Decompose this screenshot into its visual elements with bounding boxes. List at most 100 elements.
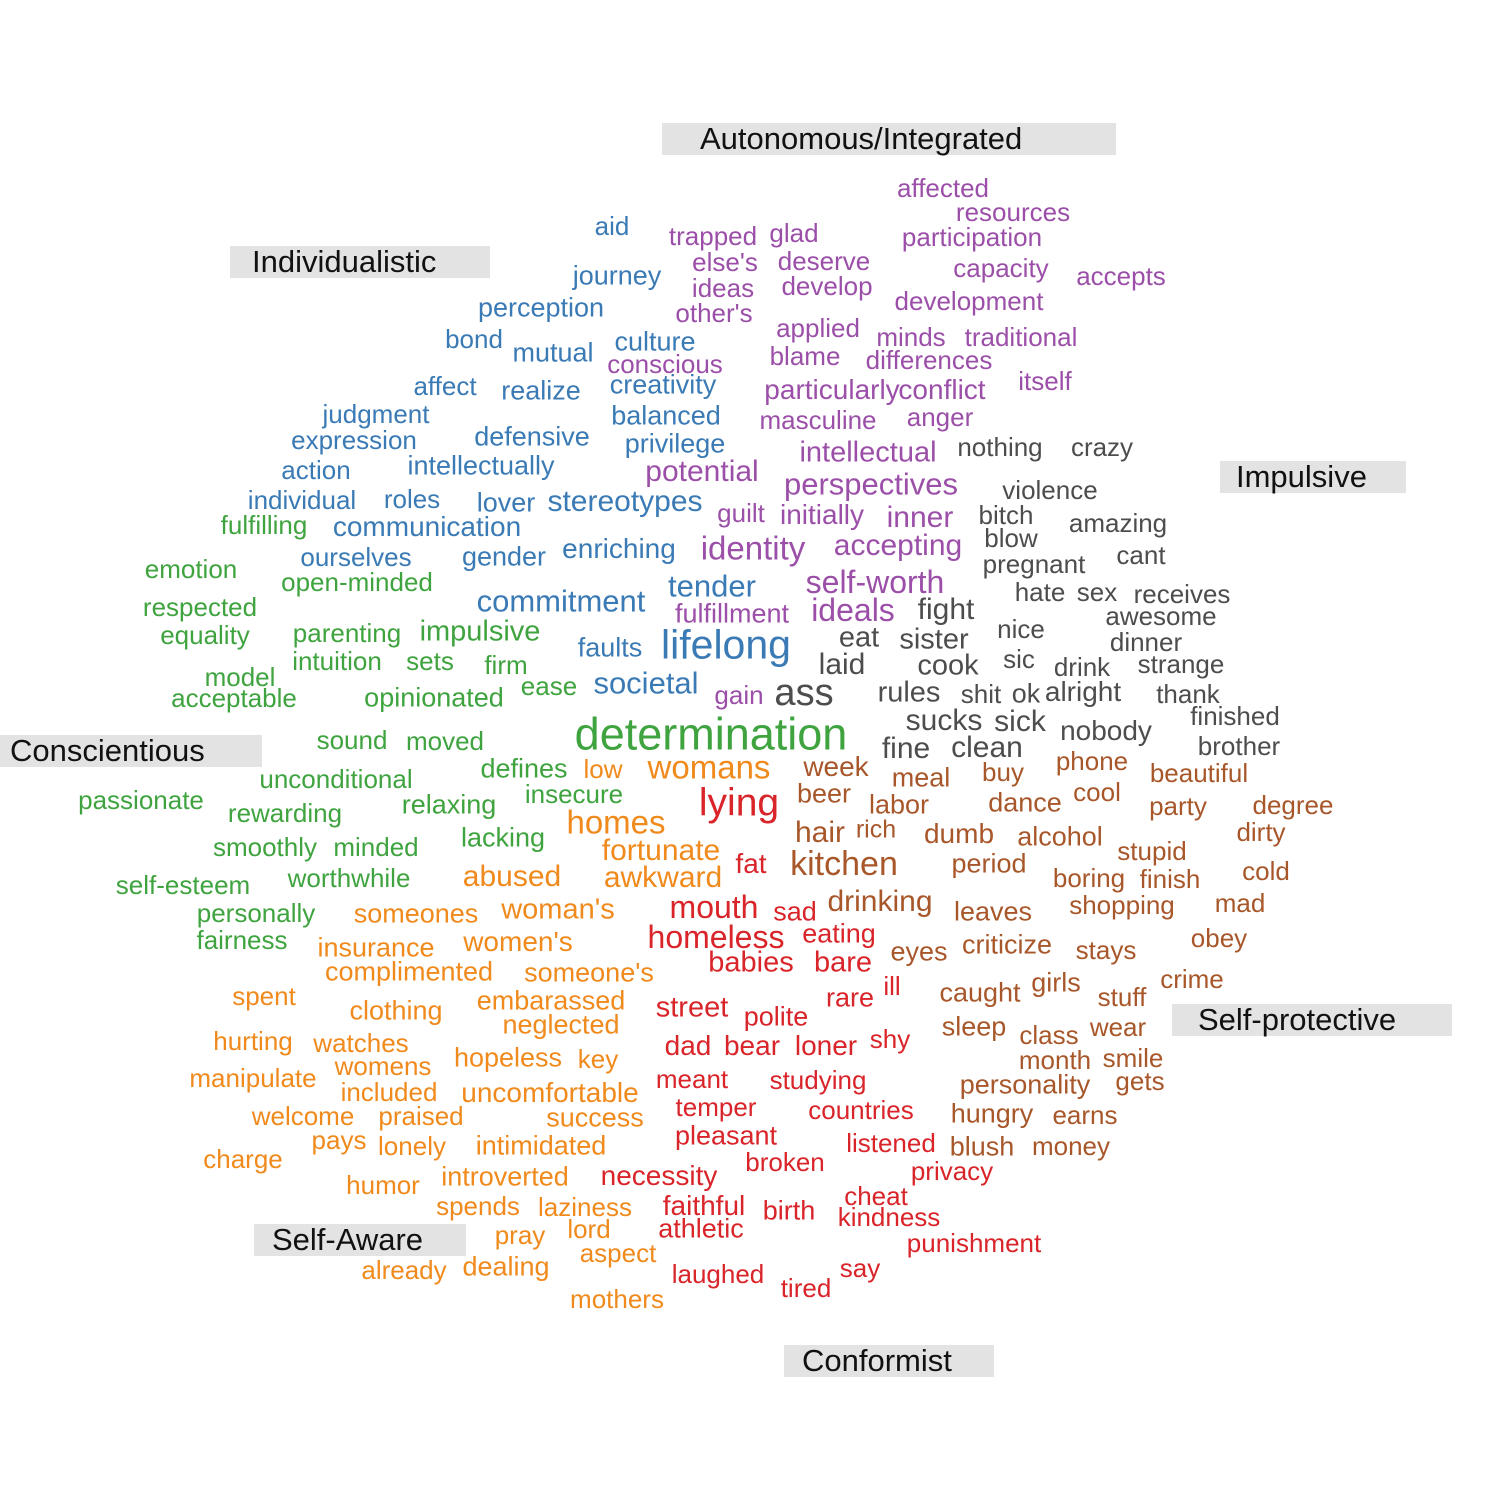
word-defensive: defensive (474, 421, 590, 452)
word-lacking: lacking (460, 822, 546, 853)
word-spends: spends (436, 1191, 520, 1221)
word-intellectually: intellectually (407, 450, 555, 481)
word-mutual: mutual (512, 337, 594, 368)
word-roles: roles (383, 484, 441, 514)
word-awkward: awkward (603, 861, 723, 894)
word-parenting: parenting (292, 618, 402, 648)
word-itself: itself (1018, 366, 1072, 396)
word-faithful: faithful (662, 1190, 746, 1221)
word-obey: obey (1190, 923, 1248, 953)
word-ideas: ideas (691, 273, 755, 303)
category-label-conscientious: Conscientious (0, 735, 262, 767)
word-lifelong: lifelong (661, 621, 791, 668)
word-brother: brother (1197, 731, 1281, 761)
word-fight: fight (917, 593, 975, 626)
word-birth: birth (762, 1195, 816, 1226)
word-drinking: drinking (827, 885, 933, 918)
word-particularly: particularly (764, 374, 900, 405)
word-personality: personality (959, 1069, 1091, 1100)
word-stupid: stupid (1117, 836, 1187, 866)
word-boring: boring (1052, 863, 1126, 893)
word-drink: drink (1053, 652, 1111, 682)
word-ourselves: ourselves (300, 542, 412, 572)
word-month: month (1018, 1045, 1092, 1075)
word-minded: minded (333, 832, 419, 862)
word-pays: pays (311, 1125, 367, 1155)
word-passionate: passionate (78, 785, 204, 815)
word-key: key (577, 1044, 619, 1074)
word-bear: bear (723, 1030, 781, 1061)
word-ease: ease (520, 671, 578, 701)
category-label-self-aware: Self-Aware (254, 1224, 466, 1256)
word-caught: caught (939, 977, 1021, 1008)
word-labor: labor (868, 789, 930, 820)
word-beer: beer (796, 778, 852, 809)
word-nice: nice (997, 614, 1045, 644)
word-manipulate: manipulate (189, 1063, 317, 1093)
word-defines: defines (480, 753, 568, 784)
word-creativity: creativity (609, 369, 717, 400)
word-sick: sick (994, 705, 1046, 738)
word-hopeless: hopeless (453, 1042, 563, 1073)
word-rules: rules (877, 676, 941, 709)
word-cant: cant (1116, 540, 1166, 570)
word-ok: ok (1011, 678, 1041, 709)
word-receives: receives (1133, 579, 1231, 609)
word-eyes: eyes (890, 936, 948, 967)
word-eating: eating (802, 918, 876, 949)
word-anger: anger (906, 402, 974, 432)
word-finish: finish (1139, 864, 1201, 894)
word-loner: loner (794, 1030, 858, 1061)
word-insecure: insecure (524, 779, 624, 809)
word-clothing: clothing (349, 995, 443, 1026)
word-resources: resources (955, 197, 1071, 227)
word-party: party (1149, 791, 1207, 821)
word-lonely: lonely (378, 1131, 446, 1161)
word-impulsive: impulsive (419, 615, 541, 648)
word-nobody: nobody (1060, 715, 1152, 746)
word-hair: hair (794, 816, 846, 849)
word-gets: gets (1115, 1066, 1165, 1096)
word-countries: countries (808, 1095, 914, 1125)
word-lying: lying (698, 781, 780, 825)
word-affected: affected (896, 173, 990, 203)
word-blow: blow (984, 523, 1038, 553)
word-participation: participation (901, 222, 1043, 252)
word-fat: fat (735, 848, 767, 879)
word-phone: phone (1055, 746, 1129, 776)
word-kindness: kindness (837, 1202, 941, 1232)
word-embarassed: embarassed (476, 985, 626, 1016)
word-masculine: masculine (759, 405, 877, 435)
word-thank: thank (1156, 679, 1220, 709)
word-leaves: leaves (953, 896, 1033, 927)
word-initially: initially (779, 499, 865, 530)
word-self-worth: self-worth (805, 564, 945, 600)
word-awesome: awesome (1105, 601, 1217, 631)
word-aspect: aspect (579, 1238, 657, 1268)
word-blame: blame (769, 341, 841, 371)
word-model: model (204, 662, 276, 692)
word-intimidated: intimidated (475, 1130, 607, 1161)
word-intuition: intuition (292, 646, 382, 676)
word-meal: meal (891, 762, 951, 793)
word-pray: pray (494, 1220, 546, 1250)
word-athletic: athletic (658, 1213, 744, 1244)
word-potential: potential (645, 455, 759, 488)
word-broken: broken (745, 1147, 825, 1177)
word-cook: cook (917, 649, 979, 682)
word-homes: homes (566, 803, 666, 841)
word-finished: finished (1190, 701, 1280, 731)
word-shopping: shopping (1069, 890, 1175, 920)
word-studying: studying (769, 1065, 867, 1095)
word-stays: stays (1075, 935, 1137, 965)
word-balanced: balanced (611, 400, 721, 431)
word-necessity: necessity (600, 1160, 718, 1191)
word-self-esteem: self-esteem (115, 870, 251, 900)
word-other-s: other's (675, 298, 753, 328)
word-watches: watches (313, 1028, 409, 1058)
word-crime: crime (1160, 964, 1224, 994)
category-label-impulsive: Impulsive (1220, 461, 1406, 493)
word-applied: applied (776, 313, 860, 343)
word-personally: personally (196, 898, 316, 928)
word-beautiful: beautiful (1149, 758, 1249, 788)
